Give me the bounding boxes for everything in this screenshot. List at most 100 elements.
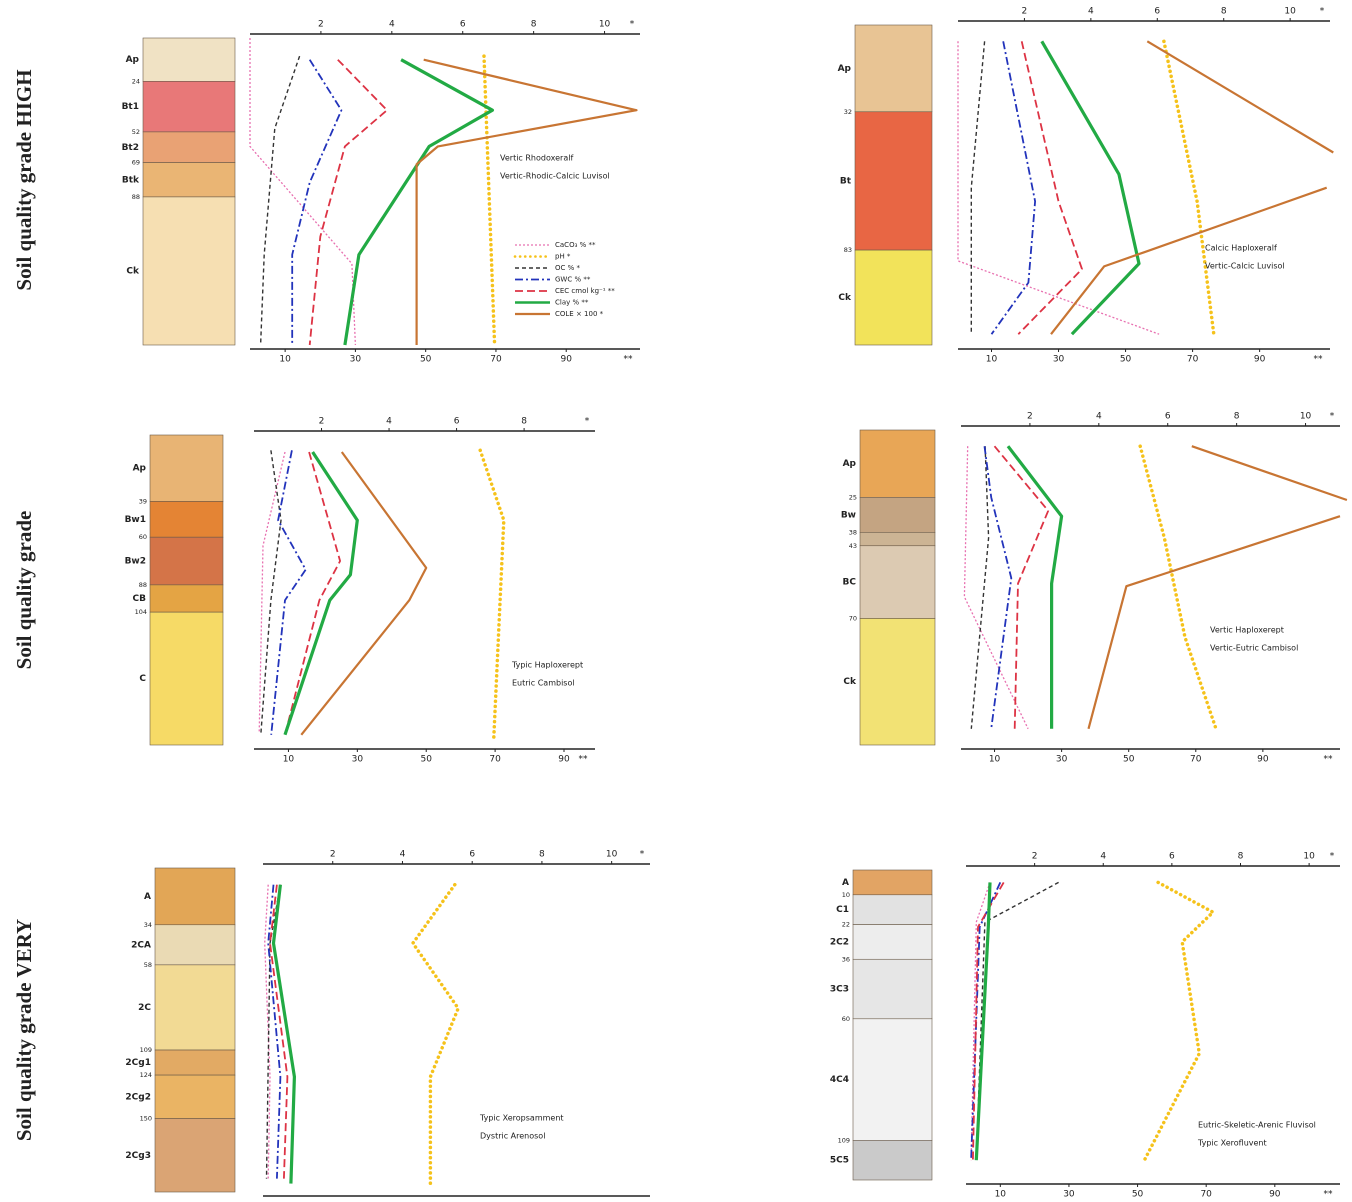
x2-tick-label: 10 bbox=[989, 755, 1001, 765]
horizon bbox=[155, 925, 235, 965]
classification: Calcic Haploxeralf bbox=[1205, 244, 1277, 253]
horizon-depth: 32 bbox=[844, 108, 852, 116]
x-tick-label: 10 bbox=[1300, 412, 1312, 422]
series-line bbox=[301, 452, 426, 735]
horizon-depth: 22 bbox=[842, 921, 850, 929]
horizon-depth: 58 bbox=[144, 961, 152, 969]
horizon-depth: 104 bbox=[135, 608, 147, 616]
horizon bbox=[853, 925, 932, 960]
x-tick-label: 6 bbox=[1169, 852, 1175, 862]
horizon-depth: 25 bbox=[849, 493, 857, 501]
x-tick-label: 10 bbox=[599, 20, 611, 30]
series-line bbox=[285, 452, 340, 735]
horizon-label: Ck bbox=[838, 293, 852, 303]
series-line bbox=[971, 41, 984, 334]
x-tick-label: 2 bbox=[1032, 852, 1038, 862]
x-axis-label: * bbox=[1320, 7, 1325, 17]
horizon-depth: 24 bbox=[132, 77, 140, 85]
x2-tick-label: 50 bbox=[420, 755, 432, 765]
horizon-label: A bbox=[144, 892, 151, 902]
series-line bbox=[958, 41, 1159, 334]
horizon-depth: 34 bbox=[144, 921, 152, 929]
series-line bbox=[1144, 882, 1213, 1160]
horizon-depth: 39 bbox=[139, 497, 147, 505]
x-tick-label: 4 bbox=[1088, 7, 1094, 17]
x-tick-label: 2 bbox=[318, 20, 324, 30]
x2-tick-label: 10 bbox=[995, 1190, 1007, 1200]
horizon bbox=[853, 895, 932, 925]
x2-tick-label: 70 bbox=[1200, 1190, 1212, 1200]
legend-label: GWC % ** bbox=[555, 276, 591, 284]
horizon bbox=[155, 1119, 235, 1192]
series-line bbox=[1140, 446, 1216, 729]
horizon-label: 4C4 bbox=[830, 1075, 849, 1085]
horizon bbox=[143, 38, 235, 81]
row-label: Soil quality grade bbox=[12, 511, 36, 670]
horizon bbox=[150, 612, 223, 745]
x2-tick-label: 50 bbox=[420, 355, 432, 365]
series-line bbox=[992, 41, 1036, 334]
x2-axis-label: ** bbox=[1314, 355, 1324, 365]
horizon bbox=[860, 497, 935, 532]
horizon bbox=[150, 585, 223, 612]
horizon-label: 2C bbox=[138, 1003, 151, 1013]
series-line bbox=[261, 56, 300, 345]
x2-tick-label: 70 bbox=[1190, 755, 1202, 765]
x2-tick-label: 30 bbox=[1053, 355, 1065, 365]
x-tick-label: 6 bbox=[454, 417, 460, 427]
horizon bbox=[143, 163, 235, 197]
horizon bbox=[155, 1050, 235, 1075]
horizon-label: Ap bbox=[133, 464, 147, 474]
x-tick-label: 6 bbox=[1165, 412, 1171, 422]
horizon-label: CB bbox=[133, 594, 147, 604]
x-axis-label: * bbox=[1330, 412, 1335, 422]
x2-axis-label: ** bbox=[1324, 1190, 1334, 1200]
classification: Typic Haploxerept bbox=[511, 661, 583, 670]
horizon-label: 2Cg1 bbox=[125, 1058, 151, 1068]
horizon bbox=[855, 112, 932, 250]
horizon bbox=[853, 1019, 932, 1141]
x2-tick-label: 50 bbox=[1123, 755, 1135, 765]
horizon bbox=[155, 965, 235, 1050]
x2-tick-label: 30 bbox=[350, 355, 362, 365]
horizon-depth: 69 bbox=[132, 159, 140, 167]
horizon-label: Bt2 bbox=[122, 143, 139, 153]
horizon-label: C1 bbox=[836, 905, 849, 915]
row-label: Soil quality grade VERY bbox=[12, 919, 36, 1141]
series-line bbox=[1051, 41, 1333, 334]
horizon-depth: 124 bbox=[140, 1071, 152, 1079]
horizon bbox=[853, 959, 932, 1019]
horizon-label: Bw1 bbox=[125, 515, 146, 525]
x2-tick-label: 50 bbox=[1120, 355, 1132, 365]
x2-tick-label: 70 bbox=[490, 355, 502, 365]
horizon bbox=[855, 250, 932, 345]
x-tick-label: 10 bbox=[1284, 7, 1296, 17]
horizon bbox=[143, 132, 235, 163]
horizon bbox=[860, 532, 935, 545]
horizon bbox=[155, 1075, 235, 1118]
classification: Vertic-Eutric Cambisol bbox=[1210, 644, 1298, 653]
horizon-label: Bw2 bbox=[125, 557, 146, 567]
series-line bbox=[976, 882, 990, 1160]
legend-label: Clay % ** bbox=[555, 299, 589, 307]
x-tick-label: 6 bbox=[460, 20, 466, 30]
x-tick-label: 8 bbox=[521, 417, 527, 427]
horizon bbox=[150, 537, 223, 585]
series-line bbox=[292, 60, 341, 345]
classification: Vertic Haploxerept bbox=[1210, 626, 1284, 635]
horizon-depth: 109 bbox=[140, 1046, 152, 1054]
x2-tick-label: 90 bbox=[1257, 755, 1269, 765]
horizon-depth: 52 bbox=[132, 128, 140, 136]
horizon-label: Ap bbox=[838, 64, 852, 74]
horizon-label: Bw bbox=[841, 510, 856, 520]
legend-label: OC % * bbox=[555, 264, 580, 272]
x-tick-label: 8 bbox=[1238, 852, 1244, 862]
horizon bbox=[860, 618, 935, 745]
row-label: Soil quality grade HIGH bbox=[12, 69, 36, 290]
classification: Vertic-Rhodic-Calcic Luvisol bbox=[500, 172, 610, 181]
horizon-depth: 36 bbox=[842, 955, 850, 963]
x-tick-label: 10 bbox=[606, 850, 618, 860]
horizon-label: Bt1 bbox=[122, 102, 139, 112]
horizon-depth: 38 bbox=[849, 528, 857, 536]
horizon-label: 2Cg3 bbox=[125, 1151, 151, 1161]
